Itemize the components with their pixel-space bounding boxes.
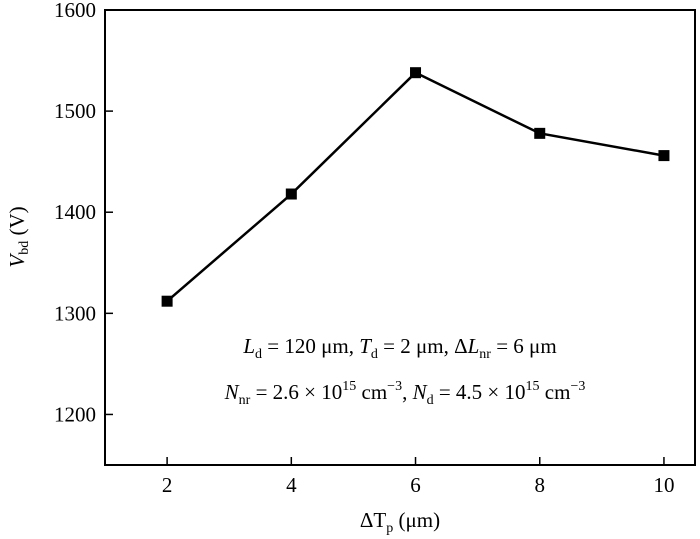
y-axis-label: Vbd (V) xyxy=(5,206,32,267)
annotation-line-2: Nnr = 2.6 × 1015 cm−3, Nd = 4.5 × 1015 c… xyxy=(224,379,586,408)
plot-frame xyxy=(104,9,696,466)
series-line xyxy=(166,71,665,303)
x-tick-label-4: 4 xyxy=(286,473,297,497)
y-tick-label-1600: 1600 xyxy=(54,0,96,22)
x-tick-label-6: 6 xyxy=(410,473,421,497)
annotation-line-1: Ld = 120 μm, Td = 2 μm, ΔLnr = 6 μm xyxy=(242,334,556,362)
data-markers xyxy=(161,67,670,307)
x-axis-ticks: 2 4 6 8 10 xyxy=(162,457,674,497)
y-tick-label-1200: 1200 xyxy=(54,402,96,426)
x-axis-label: ΔTp (μm) xyxy=(360,508,440,536)
y-tick-label-1300: 1300 xyxy=(54,301,96,325)
data-point-6 xyxy=(410,67,422,79)
y-tick-label-1400: 1400 xyxy=(54,200,96,224)
data-point-2 xyxy=(161,295,173,307)
data-point-8 xyxy=(534,127,546,139)
y-tick-label-1500: 1500 xyxy=(54,99,96,123)
x-tick-label-8: 8 xyxy=(534,473,545,497)
y-axis-ticks: 1200 1300 1400 1500 1600 xyxy=(54,0,113,426)
data-point-4 xyxy=(285,188,297,200)
data-point-10 xyxy=(658,150,670,162)
x-tick-label-2: 2 xyxy=(162,473,173,497)
x-tick-label-10: 10 xyxy=(653,473,674,497)
